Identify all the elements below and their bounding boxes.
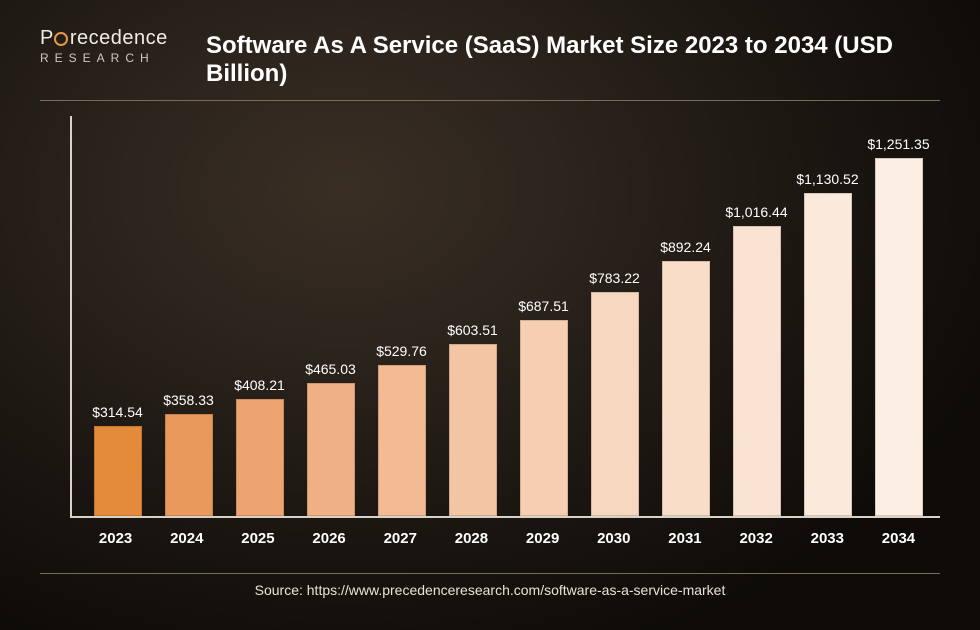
chart-title: Software As A Service (SaaS) Market Size… [206,32,940,88]
brand-logo: Precedence RESEARCH [40,28,190,64]
bar [733,226,781,516]
x-axis-label: 2033 [792,522,863,552]
bar [378,365,426,516]
bar-column: $358.33 [153,116,224,516]
bar-value-label: $1,130.52 [796,171,858,187]
bar [804,193,852,516]
bars-container: $314.54 $358.33 $408.21 $465.03 $529.76 $603.… [82,116,934,516]
bar [165,414,213,516]
brand-rest: recedence [70,28,168,48]
bar-value-label: $465.03 [305,361,356,377]
x-axis-label: 2023 [80,522,151,552]
source-text: Source: https://www.precedenceresearch.c… [255,582,726,598]
x-axis-label: 2028 [436,522,507,552]
bar [236,399,284,516]
header-divider [40,100,940,101]
bar-value-label: $783.22 [589,270,640,286]
bar-value-label: $687.51 [518,298,569,314]
bar-column: $314.54 [82,116,153,516]
x-axis-label: 2034 [863,522,934,552]
brand-prefix: P [40,28,54,48]
bar-column: $1,251.35 [863,116,934,516]
bar [94,426,142,516]
bar-column: $529.76 [366,116,437,516]
x-axis-label: 2026 [294,522,365,552]
chart-area: $314.54 $358.33 $408.21 $465.03 $529.76 $603.… [70,116,940,552]
x-axis-label: 2025 [222,522,293,552]
plot-area: $314.54 $358.33 $408.21 $465.03 $529.76 $603.… [70,116,940,518]
bar-column: $408.21 [224,116,295,516]
header: Precedence RESEARCH Software As A Servic… [0,0,980,88]
bar-value-label: $358.33 [163,392,214,408]
bar-column: $1,130.52 [792,116,863,516]
bar-column: $465.03 [295,116,366,516]
bar-column: $1,016.44 [721,116,792,516]
x-axis-label: 2032 [721,522,792,552]
bar-value-label: $314.54 [92,404,143,420]
bar-column: $603.51 [437,116,508,516]
bar [875,158,923,516]
x-axis-label: 2029 [507,522,578,552]
bar-value-label: $603.51 [447,322,498,338]
source-line: Source: https://www.precedenceresearch.c… [40,573,940,600]
x-axis-label: 2024 [151,522,222,552]
brand-ring-icon [54,32,68,46]
bar-value-label: $529.76 [376,343,427,359]
bar-value-label: $408.21 [234,377,285,393]
x-axis: 2023202420252026202720282029203020312032… [80,522,934,552]
x-axis-label: 2031 [649,522,720,552]
brand-name: Precedence [40,28,190,48]
bar [307,383,355,516]
bar-column: $687.51 [508,116,579,516]
bar-value-label: $1,016.44 [725,204,787,220]
x-axis-label: 2027 [365,522,436,552]
brand-subline: RESEARCH [40,52,190,64]
bar-column: $783.22 [579,116,650,516]
bar [520,320,568,516]
bar [591,292,639,516]
bar-value-label: $1,251.35 [867,136,929,152]
bar [662,261,710,516]
x-axis-label: 2030 [578,522,649,552]
bar-column: $892.24 [650,116,721,516]
bar-value-label: $892.24 [660,239,711,255]
bar [449,344,497,516]
